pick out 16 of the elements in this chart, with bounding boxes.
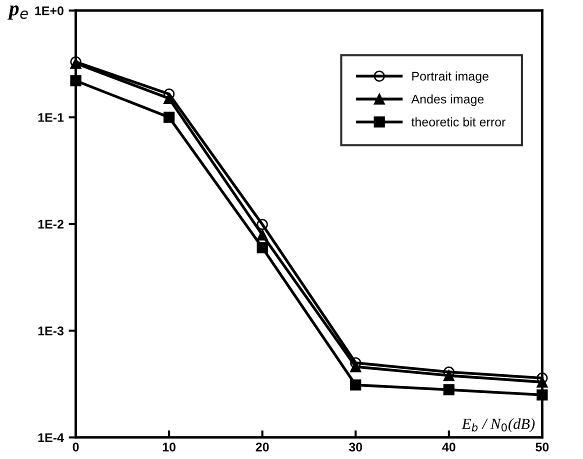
x-axis-title: E$_{b}$ / N$_{0}$(dB) (462, 418, 535, 432)
x-tick-label: 50 (536, 442, 549, 452)
y-tick-label: 1E+0 (35, 6, 64, 16)
x-tick-label: 30 (348, 442, 362, 452)
y-tick-label: 1E-1 (38, 113, 64, 122)
legend-label: theoretic bit error (411, 117, 506, 126)
x-tick-label: 20 (256, 442, 269, 452)
x-tick-label: 0 (72, 442, 79, 452)
y-tick-label: 1E-4 (38, 433, 64, 442)
x-tick-label: 10 (162, 442, 176, 452)
y-axis-title: p$_{e}$ (7, 5, 28, 20)
y-tick-label: 1E-3 (38, 326, 64, 336)
legend-label: Andes image (411, 94, 484, 106)
y-tick-label: 1E-2 (38, 220, 64, 229)
legend-label: Portrait image (412, 71, 488, 84)
x-tick-label: 40 (442, 442, 456, 452)
